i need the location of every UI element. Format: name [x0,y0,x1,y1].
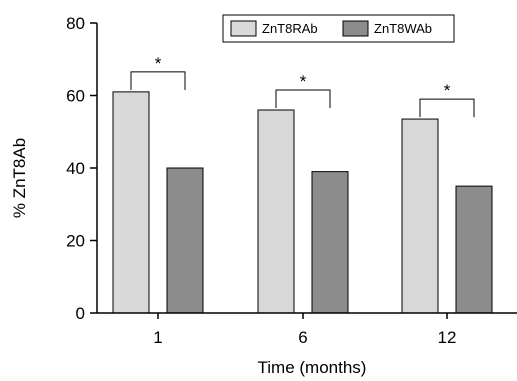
significance-brackets: * * * [130,54,475,118]
legend-swatch-znt8wab [342,20,369,37]
legend: ZnT8RAb ZnT8WAb [222,14,455,43]
y-tick-label: 40 [66,159,85,178]
x-axis-title: Time (months) [258,358,367,377]
bar-znt8wab-6 [311,171,349,314]
y-tick-label: 60 [66,87,85,106]
legend-box [222,14,455,43]
significance-bracket [419,98,475,118]
bar-znt8rab-12 [401,118,439,314]
significance-bracket [275,89,331,108]
y-tick-label: 80 [66,14,85,33]
x-tick-label: 12 [438,328,457,347]
legend-label-znt8rab: ZnT8RAb [262,21,318,36]
bar-znt8wab-1 [166,167,204,314]
bar-znt8wab-12 [455,185,493,314]
significance-star: * [300,72,307,91]
significance-star: * [155,54,162,73]
x-tick-label: 6 [298,328,307,347]
y-axis-ticks: 0 20 40 60 80 [66,14,97,323]
legend-label-znt8wab: ZnT8WAb [374,21,432,36]
significance-bracket [130,71,186,90]
bar-znt8rab-6 [257,109,295,314]
bar-znt8rab-1 [112,91,150,314]
y-tick-label: 0 [76,304,85,323]
y-tick-label: 20 [66,232,85,251]
legend-swatch-znt8rab [230,20,257,37]
y-axis-title: % ZnT8Ab [10,138,29,218]
x-axis-ticks: 1 6 12 [153,313,456,347]
x-tick-label: 1 [153,328,162,347]
bars-layer [112,91,493,314]
significance-star: * [444,81,451,100]
